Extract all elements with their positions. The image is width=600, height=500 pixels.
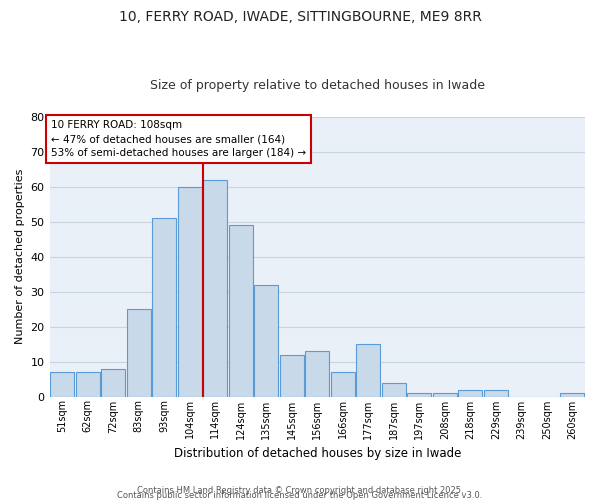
Bar (356, 344, 380, 397)
Bar (382, 382, 406, 396)
Bar (458, 390, 482, 396)
Bar (76, 372, 100, 396)
Bar (101, 368, 125, 396)
Text: 10, FERRY ROAD, IWADE, SITTINGBOURNE, ME9 8RR: 10, FERRY ROAD, IWADE, SITTINGBOURNE, ME… (119, 10, 481, 24)
Bar (280, 354, 304, 397)
Bar (178, 186, 202, 396)
Bar (560, 393, 584, 396)
Bar (203, 180, 227, 396)
Bar (127, 309, 151, 396)
Text: Contains HM Land Registry data © Crown copyright and database right 2025.: Contains HM Land Registry data © Crown c… (137, 486, 463, 495)
Bar (254, 284, 278, 397)
Bar (407, 393, 431, 396)
Bar (229, 225, 253, 396)
Bar (331, 372, 355, 396)
X-axis label: Distribution of detached houses by size in Iwade: Distribution of detached houses by size … (173, 447, 461, 460)
Y-axis label: Number of detached properties: Number of detached properties (15, 169, 25, 344)
Bar (152, 218, 176, 396)
Text: 10 FERRY ROAD: 108sqm
← 47% of detached houses are smaller (164)
53% of semi-det: 10 FERRY ROAD: 108sqm ← 47% of detached … (51, 120, 306, 158)
Bar (433, 393, 457, 396)
Bar (50, 372, 74, 396)
Bar (484, 390, 508, 396)
Title: Size of property relative to detached houses in Iwade: Size of property relative to detached ho… (150, 79, 485, 92)
Text: Contains public sector information licensed under the Open Government Licence v3: Contains public sector information licen… (118, 491, 482, 500)
Bar (305, 351, 329, 397)
